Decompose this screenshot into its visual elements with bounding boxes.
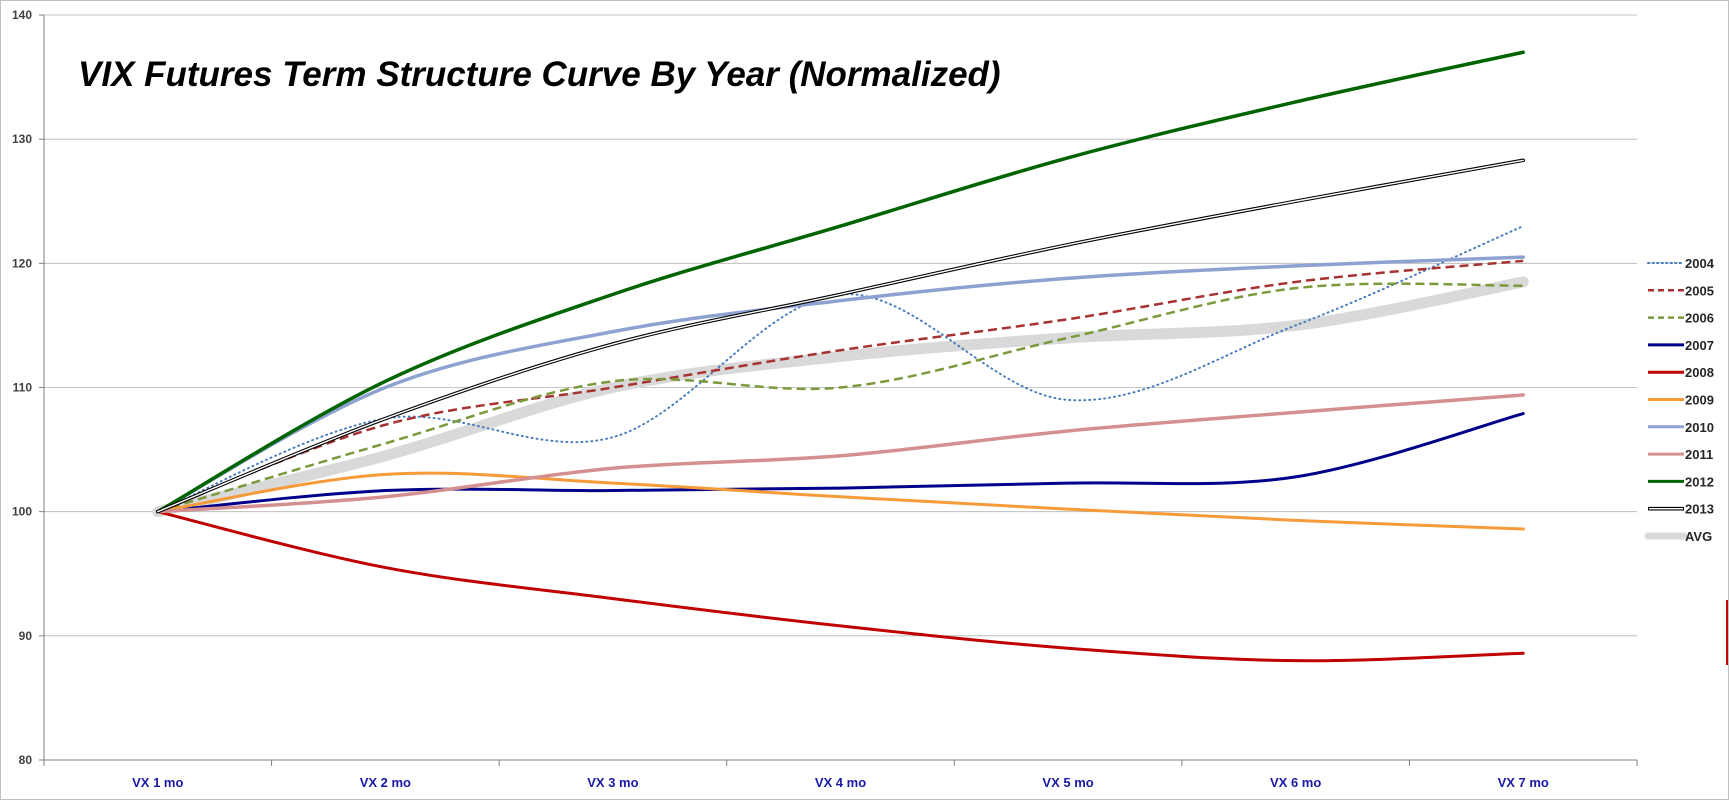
legend-item-2012: 2012 — [1648, 474, 1714, 489]
legend-item-2010: 2010 — [1648, 420, 1714, 435]
y-tick-label: 80 — [19, 753, 33, 767]
y-tick-label: 110 — [13, 381, 33, 395]
legend-label: 2007 — [1685, 338, 1714, 353]
series-line-2012 — [156, 50, 1525, 514]
chart-title: VIX Futures Term Structure Curve By Year… — [78, 55, 1001, 94]
legend-label: 2009 — [1685, 393, 1714, 408]
x-tick-label: VX 3 mo — [587, 775, 638, 790]
legend-item-2006: 2006 — [1648, 311, 1714, 326]
series-line-2013 — [155, 158, 1526, 514]
y-tick-label: 140 — [12, 8, 32, 22]
series-line-2013-inner — [157, 159, 1524, 513]
series-line-2008 — [156, 510, 1525, 663]
series-line-2009 — [156, 471, 1525, 531]
axes: 80 90 100 110 120 130 140 VX 1 mo VX 2 mo VX 3 mo… — [12, 8, 1638, 790]
y-tick-label: 90 — [19, 629, 33, 643]
legend-label: 2010 — [1685, 420, 1714, 435]
legend-label: AVG — [1685, 529, 1712, 544]
legend-item-avg: AVG — [1644, 529, 1712, 544]
series-line-2006 — [157, 282, 1524, 513]
legend-label: 2004 — [1685, 256, 1715, 271]
legend-item-2005: 2005 — [1648, 283, 1714, 298]
series-line-2007 — [156, 412, 1525, 514]
legend-item-2011: 2011 — [1648, 447, 1713, 462]
x-tick-label: VX 1 mo — [132, 775, 183, 790]
series-line-2010 — [156, 255, 1525, 514]
y-tick-label: 130 — [12, 132, 32, 146]
legend-label: 2005 — [1685, 283, 1714, 298]
y-tick-label: 120 — [12, 256, 32, 270]
legend: 2004 2005 2006 2007 2008 2009 2010 2011 2012 2013… — [1644, 256, 1715, 544]
legend-label: 2006 — [1685, 311, 1714, 326]
legend-item-2007: 2007 — [1648, 338, 1714, 353]
legend-item-2013: 2013 — [1648, 502, 1714, 517]
legend-item-2004: 2004 — [1647, 256, 1715, 271]
plot-area — [152, 50, 1529, 663]
legend-item-2009: 2009 — [1648, 393, 1714, 408]
legend-label: 2008 — [1685, 365, 1714, 380]
y-tick-label: 100 — [12, 505, 32, 519]
x-tick-label: VX 2 mo — [360, 775, 411, 790]
series-line-2005 — [157, 259, 1524, 513]
legend-item-2008: 2008 — [1648, 365, 1714, 380]
series-line-2011 — [156, 393, 1525, 514]
legend-label: 2013 — [1685, 502, 1714, 517]
x-tick-label: VX 5 mo — [1042, 775, 1093, 790]
x-tick-label: VX 4 mo — [815, 775, 866, 790]
gridlines — [44, 14, 1637, 637]
legend-label: 2011 — [1685, 447, 1713, 462]
legend-label: 2012 — [1685, 474, 1714, 489]
x-tick-label: VX 6 mo — [1270, 775, 1321, 790]
x-tick-label: VX 7 mo — [1498, 775, 1549, 790]
